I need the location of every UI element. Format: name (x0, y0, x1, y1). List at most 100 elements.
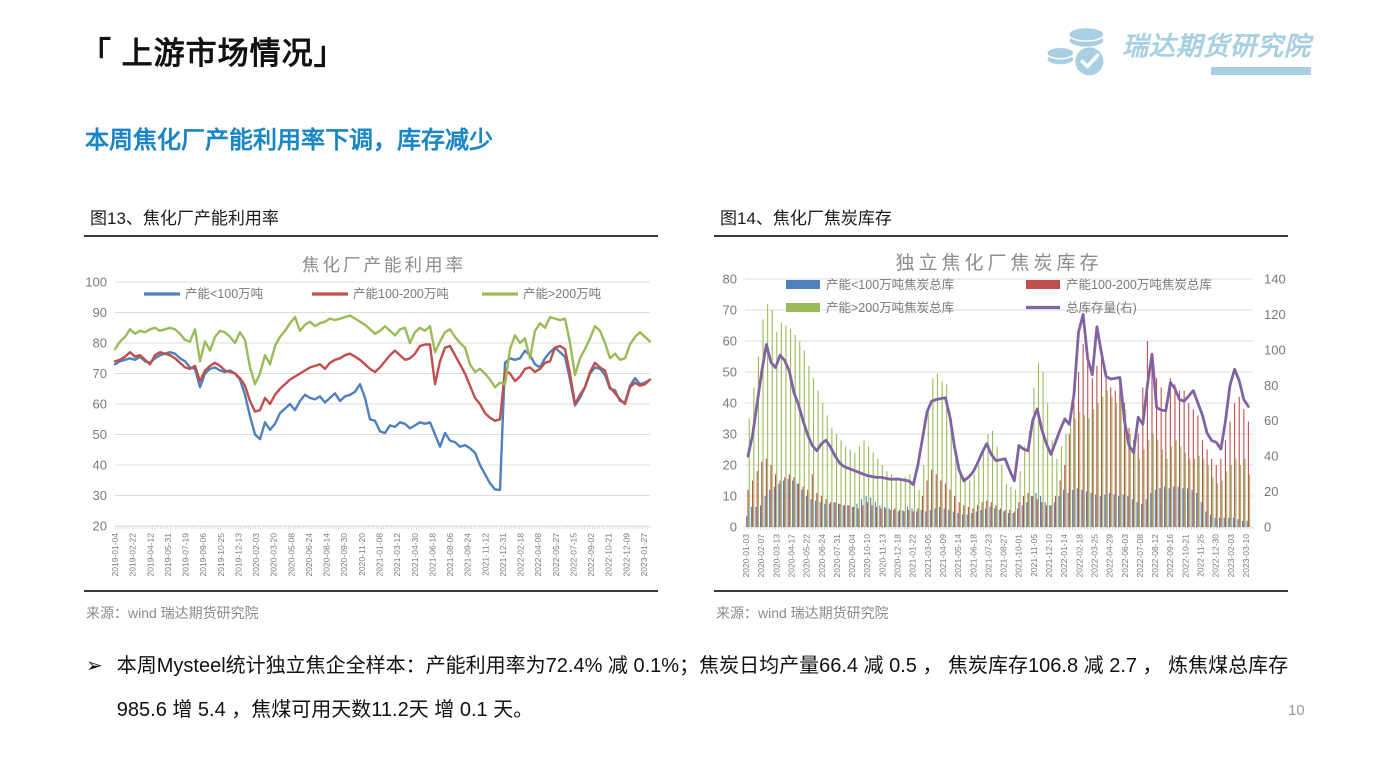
svg-text:2022-04-08: 2022-04-08 (533, 533, 543, 577)
svg-text:2021-04-30: 2021-04-30 (410, 533, 420, 577)
logo-text: 瑞达期货研究院 (1121, 31, 1311, 61)
svg-text:2021-08-06: 2021-08-06 (445, 533, 455, 577)
svg-text:50: 50 (93, 427, 107, 442)
svg-text:2021-01-22: 2021-01-22 (908, 534, 918, 578)
svg-text:20: 20 (723, 458, 737, 473)
svg-text:2019-07-19: 2019-07-19 (181, 533, 191, 577)
svg-text:20: 20 (1264, 484, 1278, 499)
svg-text:2019-05-31: 2019-05-31 (163, 533, 173, 577)
svg-text:2022-04-29: 2022-04-29 (1105, 534, 1115, 578)
svg-text:产能<100万吨: 产能<100万吨 (185, 287, 264, 301)
chart-panel-coke-inventory: 图14、焦化厂焦炭库存 独立焦化厂焦炭库存 0 10 20 30 40 50 60 70 80 0 2… (714, 204, 1288, 623)
svg-text:100: 100 (85, 275, 107, 290)
svg-text:2020-01-03: 2020-01-03 (741, 534, 751, 578)
svg-text:焦化厂产能利用率: 焦化厂产能利用率 (302, 256, 466, 276)
page-subtitle: 本周焦化厂产能利用率下调，库存减少 (85, 127, 493, 154)
svg-text:2020-12-18: 2020-12-18 (893, 534, 903, 578)
svg-text:40: 40 (1264, 449, 1278, 464)
key-points-bullet: ➢ 本周Mysteel统计独立焦企全样本：产能利用率为72.4% 减 0.1%；… (86, 644, 1316, 732)
svg-text:2020-08-14: 2020-08-14 (322, 533, 332, 577)
svg-text:30: 30 (93, 488, 107, 503)
svg-text:2019-10-25: 2019-10-25 (216, 533, 226, 577)
bullet-text: 本周Mysteel统计独立焦企全样本：产能利用率为72.4% 减 0.1%；焦炭… (116, 655, 1289, 721)
svg-text:2021-08-27: 2021-08-27 (999, 534, 1009, 578)
svg-text:2020-06-24: 2020-06-24 (304, 533, 314, 577)
svg-text:70: 70 (93, 366, 107, 381)
svg-text:2021-11-12: 2021-11-12 (480, 533, 490, 576)
svg-text:2020-07-31: 2020-07-31 (832, 534, 842, 578)
svg-text:2020-11-13: 2020-11-13 (877, 534, 887, 577)
svg-text:80: 80 (93, 336, 107, 351)
svg-text:2020-09-04: 2020-09-04 (847, 534, 857, 578)
svg-text:产能>200万吨: 产能>200万吨 (523, 287, 602, 301)
svg-text:2021-04-09: 2021-04-09 (938, 534, 948, 578)
svg-text:40: 40 (93, 458, 107, 473)
svg-text:140: 140 (1264, 272, 1286, 287)
svg-text:2021-01-08: 2021-01-08 (375, 533, 385, 577)
svg-text:2019-09-06: 2019-09-06 (198, 533, 208, 577)
svg-text:2020-03-13: 2020-03-13 (771, 534, 781, 578)
capacity-utilization-chart: 焦化厂产能利用率 20 30 40 50 60 70 80 90 100 2019-01-04 201… (85, 256, 652, 577)
chart-source-left: 来源：wind 瑞达期货研究院 (86, 605, 259, 621)
svg-text:2021-06-18: 2021-06-18 (968, 534, 978, 578)
page-number: 10 (1288, 702, 1305, 719)
svg-text:2021-03-05: 2021-03-05 (923, 534, 933, 578)
svg-text:产能>200万吨焦炭总库: 产能>200万吨焦炭总库 (826, 300, 954, 315)
svg-text:2021-09-24: 2021-09-24 (463, 533, 473, 577)
page-title: 「 上游市场情况」 (80, 36, 346, 71)
svg-text:产能100-200万吨: 产能100-200万吨 (353, 287, 449, 301)
capacity-utilization-chart-box: 焦化厂产能利用率 20 30 40 50 60 70 80 90 100 2019-01-04 201… (84, 237, 658, 592)
svg-text:2022-07-15: 2022-07-15 (568, 533, 578, 577)
logo-underline (1211, 67, 1311, 75)
svg-text:2022-10-21: 2022-10-21 (604, 533, 614, 577)
svg-text:60: 60 (93, 397, 107, 412)
svg-text:2019-02-22: 2019-02-22 (128, 533, 138, 577)
logo-coins-icon (1046, 26, 1112, 83)
svg-text:独立焦化厂焦炭库存: 独立焦化厂焦炭库存 (895, 252, 1102, 274)
svg-text:2021-03-12: 2021-03-12 (392, 533, 402, 577)
chart-source-right: 来源：wind 瑞达期货研究院 (716, 605, 889, 621)
coke-inventory-chart-box: 独立焦化厂焦炭库存 0 10 20 30 40 50 60 70 80 0 20 40 60 80 100 12… (714, 237, 1288, 592)
svg-text:2022-03-25: 2022-03-25 (1089, 534, 1099, 578)
svg-text:2020-04-17: 2020-04-17 (786, 534, 796, 578)
svg-text:2020-05-22: 2020-05-22 (802, 534, 812, 578)
svg-text:70: 70 (723, 303, 737, 318)
svg-text:2022-07-08: 2022-07-08 (1135, 534, 1145, 578)
company-logo: 瑞达期货研究院 (1046, 26, 1311, 83)
svg-text:50: 50 (723, 365, 737, 380)
svg-text:2022-06-03: 2022-06-03 (1120, 534, 1130, 578)
svg-text:2019-04-12: 2019-04-12 (145, 533, 155, 577)
svg-text:2022-02-18: 2022-02-18 (1074, 534, 1084, 578)
chart-panel-capacity-utilization: 图13、焦化厂产能利用率 焦化厂产能利用率 20 30 40 50 60 70 80 90 100… (84, 204, 658, 623)
svg-text:2022-05-27: 2022-05-27 (551, 533, 561, 577)
svg-text:0: 0 (1264, 520, 1271, 535)
svg-text:总库存量(右): 总库存量(右) (1066, 300, 1137, 315)
bullet-arrow-icon: ➢ (86, 655, 103, 677)
svg-text:20: 20 (93, 519, 107, 534)
svg-text:100: 100 (1264, 342, 1286, 357)
svg-text:2023-02-03: 2023-02-03 (1226, 534, 1236, 578)
svg-text:2023-01-27: 2023-01-27 (639, 533, 649, 577)
svg-text:2022-02-18: 2022-02-18 (516, 533, 526, 577)
svg-text:2021-11-05: 2021-11-05 (1029, 534, 1039, 577)
svg-text:2020-09-30: 2020-09-30 (339, 533, 349, 577)
figure-13-caption: 图13、焦化厂产能利用率 (84, 204, 658, 237)
svg-text:10: 10 (723, 489, 737, 504)
svg-text:120: 120 (1264, 307, 1286, 322)
svg-text:产能100-200万吨焦炭总库: 产能100-200万吨焦炭总库 (1066, 277, 1212, 292)
svg-text:80: 80 (1264, 378, 1278, 393)
svg-text:2022-08-12: 2022-08-12 (1150, 534, 1160, 578)
svg-text:2021-06-18: 2021-06-18 (427, 533, 437, 577)
svg-text:2022-12-30: 2022-12-30 (1211, 534, 1221, 578)
coke-inventory-chart: 独立焦化厂焦炭库存 0 10 20 30 40 50 60 70 80 0 20 40 60 80 100 12… (723, 252, 1286, 578)
svg-text:2022-11-25: 2022-11-25 (1196, 534, 1206, 577)
svg-text:2020-02-07: 2020-02-07 (756, 534, 766, 578)
svg-text:产能<100万吨焦炭总库: 产能<100万吨焦炭总库 (826, 277, 954, 292)
svg-text:2020-02-03: 2020-02-03 (251, 533, 261, 577)
svg-text:2020-03-20: 2020-03-20 (269, 533, 279, 577)
svg-text:30: 30 (723, 427, 737, 442)
figure-14-caption: 图14、焦化厂焦炭库存 (714, 204, 1288, 237)
svg-text:60: 60 (1264, 413, 1278, 428)
svg-text:40: 40 (723, 396, 737, 411)
svg-text:2022-10-21: 2022-10-21 (1180, 534, 1190, 578)
